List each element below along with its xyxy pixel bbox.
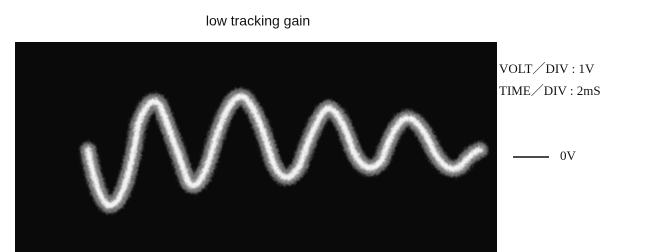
figure: low tracking gain VOLT／DIV : 1V TIME／DIV… [0,0,649,252]
time-div-label: TIME／DIV : 2mS [499,83,601,98]
volt-div-label: VOLT／DIV : 1V [499,61,595,76]
zero-label: 0V [560,148,577,163]
page: low tracking gain VOLT／DIV : 1V TIME／DIV… [0,0,649,252]
figure-title: low tracking gain [206,13,310,29]
